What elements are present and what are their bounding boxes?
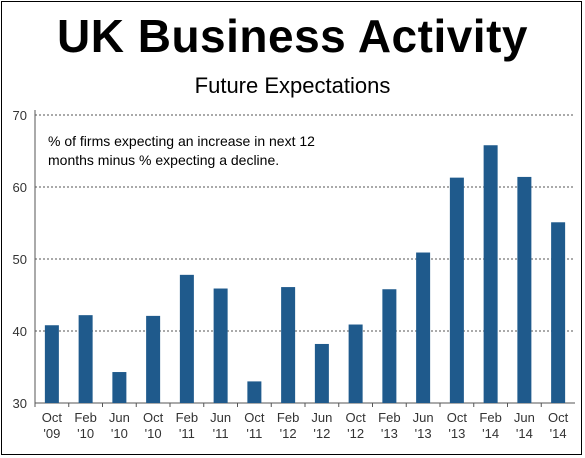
chart-title: UK Business Activity [57, 10, 528, 62]
bar [281, 287, 296, 403]
bar [179, 274, 194, 403]
bar [382, 289, 397, 403]
y-tick-label: 50 [13, 252, 27, 267]
bar [416, 252, 431, 403]
x-tick-label-year: '11 [246, 426, 262, 441]
x-tick-label-year: '11 [179, 426, 195, 441]
y-tick-label: 70 [13, 108, 27, 123]
x-tick-label-year: '12 [313, 426, 330, 441]
y-tick-label: 60 [13, 180, 27, 195]
x-tick-label-month: Oct [244, 410, 265, 425]
y-tick-label: 40 [13, 324, 27, 339]
x-tick-label-month: Feb [74, 410, 96, 425]
bar [247, 381, 262, 403]
bar [449, 177, 464, 403]
bar [78, 315, 93, 403]
bar [44, 325, 59, 403]
bar [314, 343, 329, 403]
x-tick-label-year: '11 [213, 426, 229, 441]
x-tick-label-year: '14 [516, 426, 533, 441]
x-tick-label-year: '13 [448, 426, 465, 441]
bar [213, 288, 228, 403]
bar [112, 372, 127, 403]
x-tick-label-year: '10 [77, 426, 94, 441]
x-tick-label-month: Oct [447, 410, 468, 425]
bar [348, 324, 363, 403]
x-tick-label-month: Oct [346, 410, 367, 425]
x-tick-label-month: Feb [479, 410, 501, 425]
bar [483, 145, 498, 404]
x-tick-label-month: Jun [109, 410, 130, 425]
annotation-line: % of firms expecting an increase in next… [48, 133, 315, 149]
x-tick-label-month: Jun [413, 410, 434, 425]
x-tick-label-year: '10 [145, 426, 162, 441]
x-tick-label-year: '09 [43, 426, 60, 441]
y-tick-label: 30 [13, 396, 27, 411]
x-tick-label-year: '14 [550, 426, 567, 441]
x-tick-label-month: Feb [277, 410, 299, 425]
x-tick-label-year: '13 [381, 426, 398, 441]
bar [517, 176, 532, 403]
annotation-line: months minus % expecting a decline. [48, 152, 279, 168]
x-tick-label-year: '14 [482, 426, 499, 441]
chart-subtitle: Future Expectations [194, 73, 391, 98]
x-tick-label-month: Jun [210, 410, 231, 425]
x-tick-label-month: Oct [42, 410, 63, 425]
bar [551, 222, 566, 403]
x-tick-label-month: Jun [311, 410, 332, 425]
x-tick-label-year: '10 [111, 426, 128, 441]
x-tick-label-month: Oct [143, 410, 164, 425]
x-tick-label-year: '12 [347, 426, 364, 441]
x-tick-label-year: '13 [415, 426, 432, 441]
x-tick-label-month: Feb [176, 410, 198, 425]
x-tick-label-month: Jun [514, 410, 535, 425]
x-tick-label-month: Oct [548, 410, 569, 425]
x-tick-label-month: Feb [378, 410, 400, 425]
bar [146, 315, 161, 403]
x-tick-label-year: '12 [280, 426, 297, 441]
